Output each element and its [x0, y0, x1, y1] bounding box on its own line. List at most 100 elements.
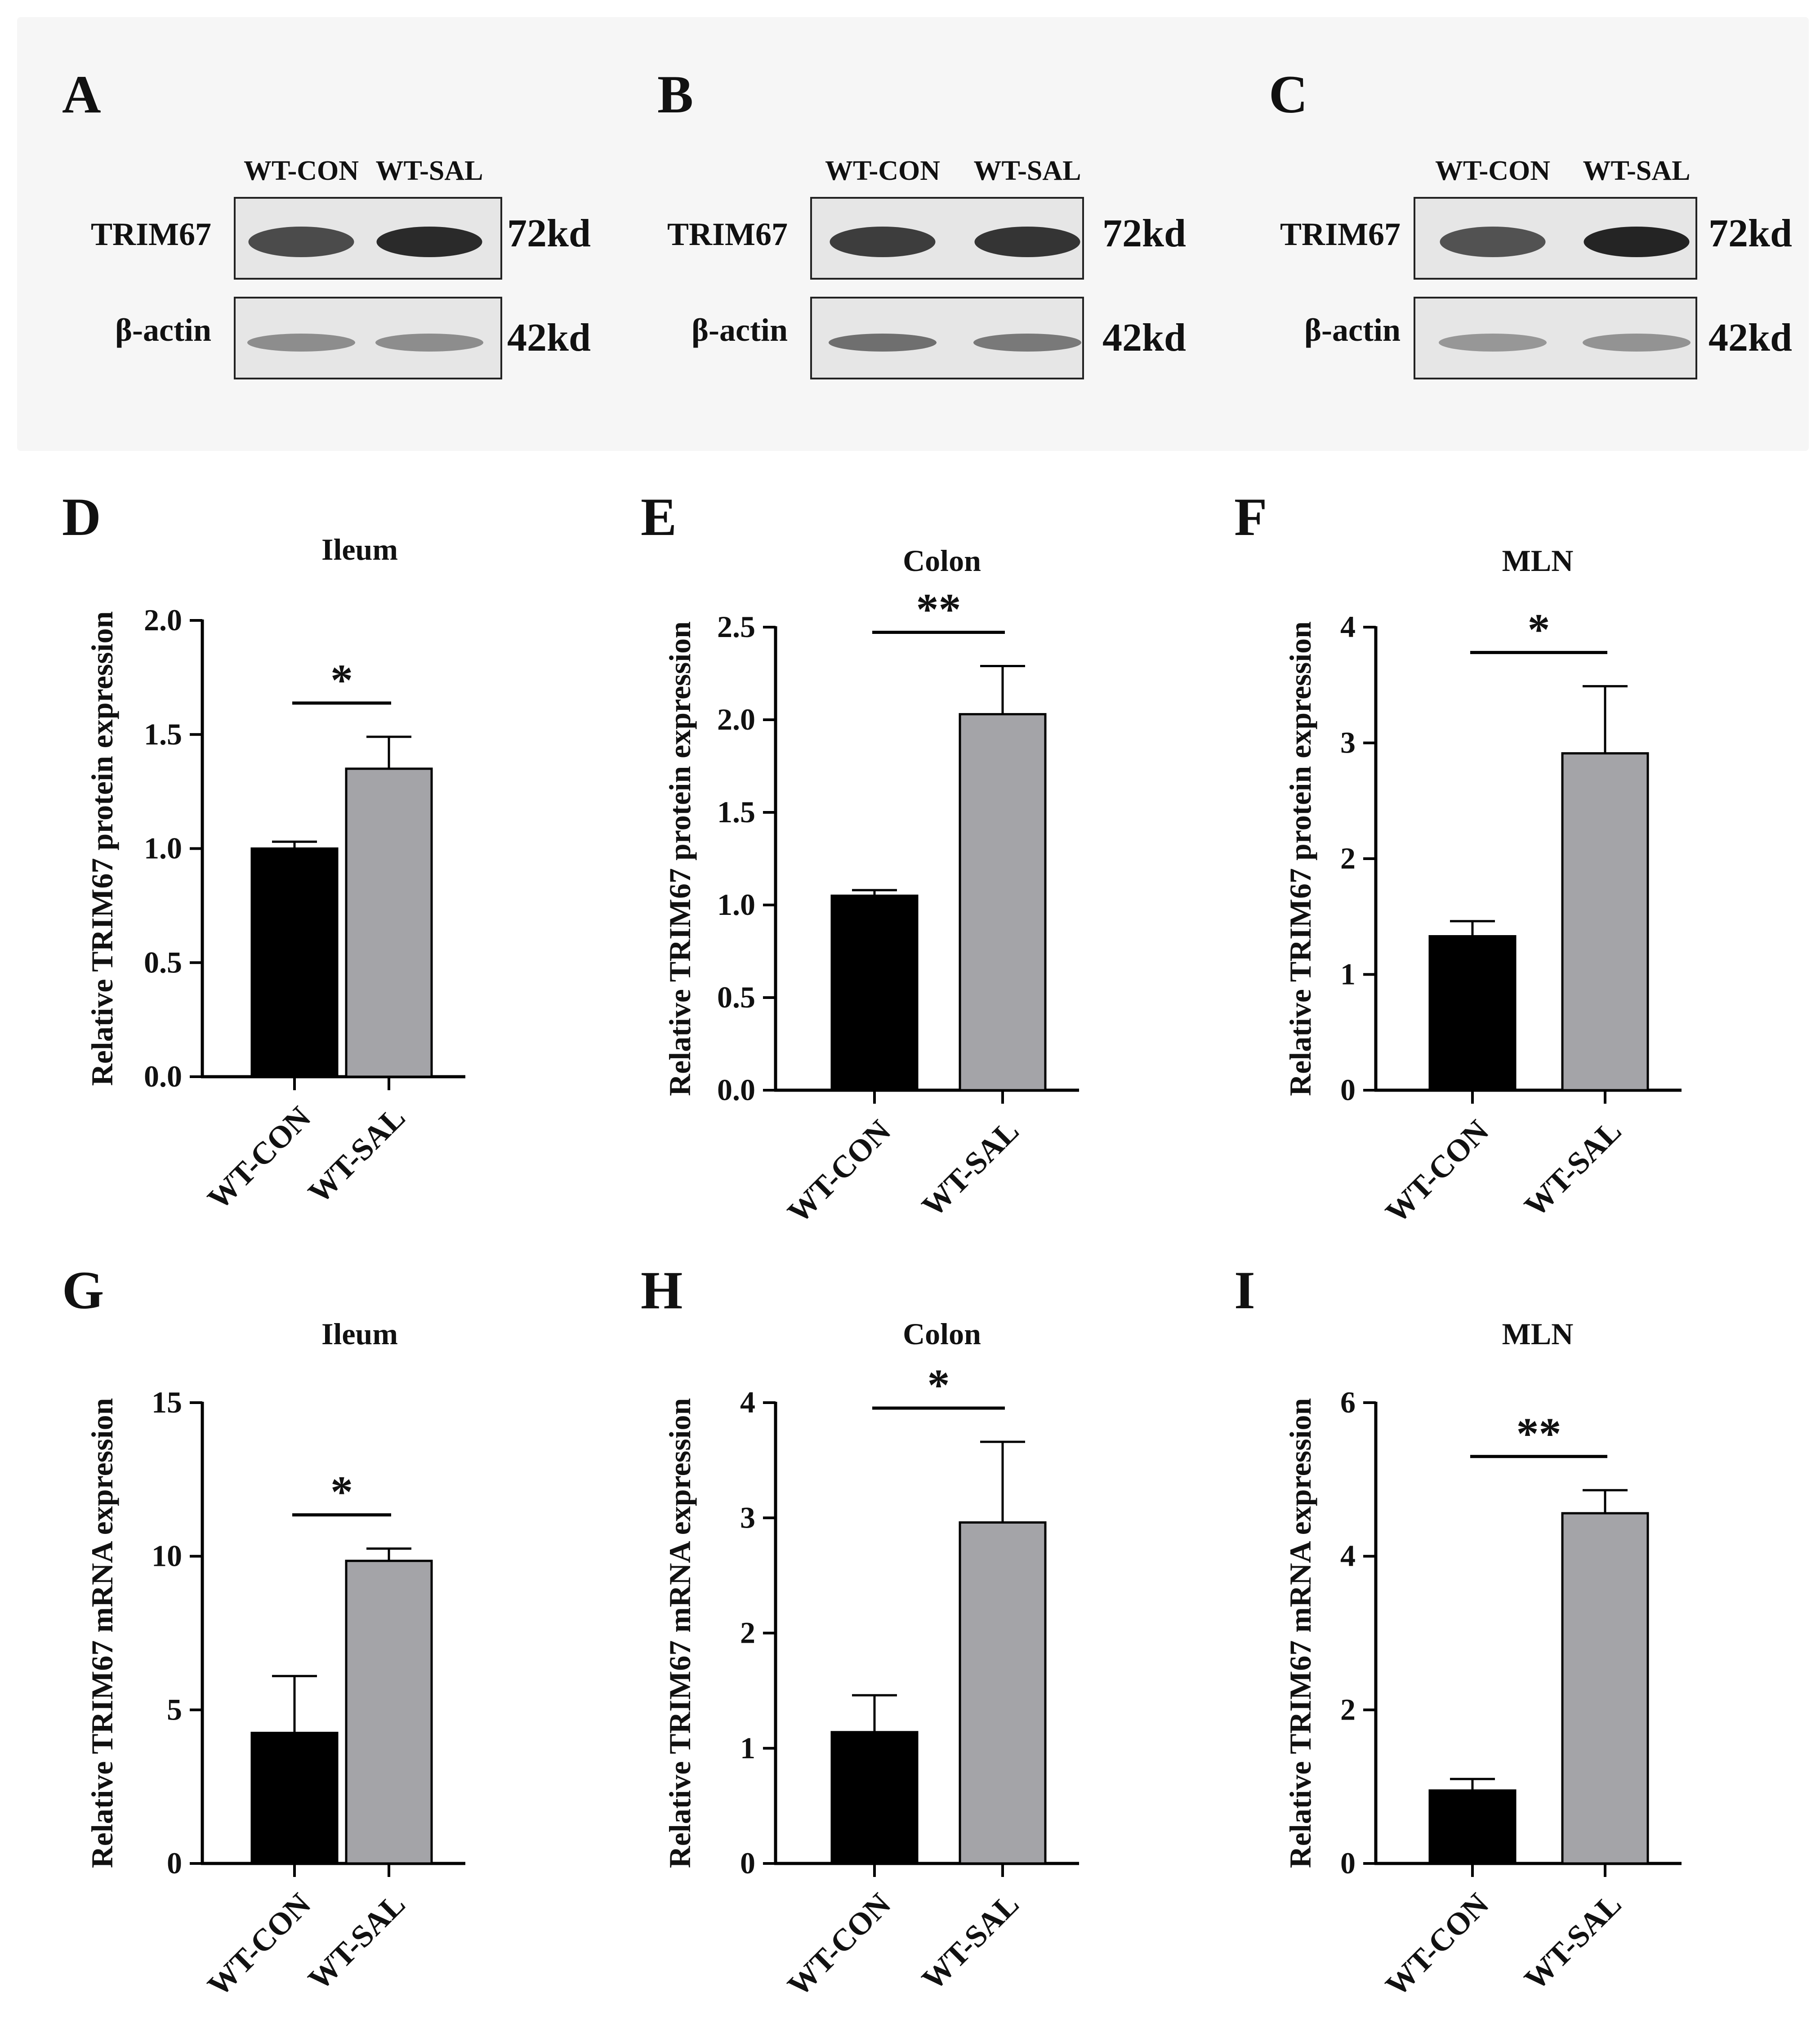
y-tick-label: 4 [1340, 1539, 1356, 1573]
panel-letter: G [62, 1260, 104, 1320]
protein-label: TRIM67 [91, 216, 211, 252]
chart-title: Ileum [321, 532, 398, 566]
bar-WT-SAL [345, 767, 433, 1078]
y-axis-label: Relative TRIM67 protein expression [1283, 621, 1317, 1096]
panel-letter: I [1234, 1260, 1255, 1320]
panel-letter: A [62, 64, 101, 124]
bar-WT-SAL [959, 1521, 1047, 1865]
y-tick-label: 10 [152, 1539, 182, 1573]
band [973, 334, 1081, 352]
panel-letter: B [657, 64, 693, 124]
y-tick-label: 6 [1340, 1385, 1356, 1419]
band [1439, 334, 1547, 352]
panel-letter: C [1269, 64, 1308, 124]
x-tick-label: WT-CON [781, 1114, 897, 1230]
y-tick-label: 0.5 [717, 980, 755, 1014]
bar-WT-CON [830, 894, 919, 1092]
chart-D: D Ileum Relative TRIM67 protein expression… [62, 487, 465, 1217]
chart-F: F MLN Relative TRIM67 protein expression 0 1… [1234, 487, 1682, 1230]
protein-label: β-actin [115, 312, 211, 348]
y-axis-label: Relative TRIM67 protein expression [85, 611, 119, 1086]
blot-C: C WT-CON WT-SAL TRIM67 72kd β-actin 42kd [1269, 64, 1792, 379]
band [1583, 334, 1691, 352]
x-tick-label: WT-CON [1379, 1887, 1495, 2003]
molecular-weight-label: 42kd [1102, 316, 1186, 360]
molecular-weight-label: 72kd [1708, 212, 1792, 255]
band [248, 227, 354, 257]
y-tick-label: 5 [167, 1692, 182, 1726]
lane-label: WT-CON [825, 156, 940, 186]
y-tick-label: 0.0 [144, 1059, 182, 1093]
band [247, 334, 355, 352]
band [830, 227, 936, 257]
x-tick-label: WT-CON [201, 1100, 317, 1217]
bar-WT-CON [830, 1731, 919, 1865]
x-tick-label: WT-CON [781, 1887, 897, 2003]
chart-I: I MLN Relative TRIM67 mRNA expression 0 2 4 6 W… [1234, 1260, 1682, 2003]
bar-WT-SAL [959, 713, 1047, 1092]
x-tick-label: WT-SAL [1518, 1114, 1628, 1224]
x-tick-label: WT-SAL [915, 1114, 1026, 1224]
x-tick-label: WT-SAL [915, 1887, 1026, 1997]
y-tick-label: 2 [1340, 1692, 1356, 1726]
chart-title: MLN [1502, 1317, 1574, 1351]
blot-B: B WT-CON WT-SAL TRIM67 72kd β-actin 42kd [657, 64, 1186, 379]
y-tick-label: 2.0 [717, 702, 755, 736]
y-tick-label: 15 [152, 1385, 182, 1419]
western-blots: A WT-CON WT-SAL TRIM67 72kd β-actin 42kd B WT-CO… [62, 64, 1792, 379]
y-tick-label: 0 [740, 1846, 755, 1880]
x-tick-label: WT-SAL [302, 1100, 412, 1210]
band [376, 227, 482, 257]
protein-label: TRIM67 [1280, 216, 1401, 252]
bar-WT-SAL [345, 1560, 433, 1865]
x-tick-label: WT-SAL [302, 1887, 412, 1997]
y-tick-label: 1 [1340, 957, 1356, 991]
y-tick-label: 1.0 [144, 831, 182, 865]
chart-E: E Colon Relative TRIM67 protein expression… [641, 487, 1079, 1230]
x-tick-label: WT-CON [201, 1887, 317, 2003]
bar-WT-CON [250, 1732, 339, 1865]
significance-marker: ** [916, 584, 961, 634]
protein-label: β-actin [1304, 312, 1401, 348]
x-tick-label: WT-SAL [1518, 1887, 1628, 1997]
y-tick-label: 0.5 [144, 945, 182, 979]
significance-marker: * [330, 655, 353, 705]
band [1584, 227, 1690, 257]
chart-title: Colon [903, 544, 981, 578]
bar-WT-SAL [1561, 752, 1649, 1092]
y-axis-label: Relative TRIM67 mRNA expression [85, 1398, 119, 1868]
y-tick-label: 3 [740, 1500, 755, 1534]
chart-title: Colon [903, 1317, 981, 1351]
y-axis-label: Relative TRIM67 mRNA expression [1283, 1398, 1317, 1868]
protein-label: TRIM67 [667, 216, 788, 252]
bar-WT-CON [1428, 1789, 1517, 1865]
protein-label: β-actin [691, 312, 788, 348]
chart-title: Ileum [321, 1317, 398, 1351]
band [974, 227, 1080, 257]
x-tick-label: WT-CON [1379, 1114, 1495, 1230]
chart-G: G Ileum Relative TRIM67 mRNA expression 0 5 1… [62, 1260, 465, 2003]
lane-label: WT-CON [244, 156, 359, 186]
y-tick-label: 0 [167, 1846, 182, 1880]
significance-marker: * [330, 1467, 353, 1517]
panel-letter: D [62, 487, 101, 547]
panel-letter: F [1234, 487, 1267, 547]
molecular-weight-label: 42kd [1708, 316, 1792, 360]
lane-label: WT-SAL [376, 156, 483, 186]
y-axis-label: Relative TRIM67 protein expression [663, 621, 697, 1096]
significance-marker: * [1528, 604, 1550, 654]
bar-WT-CON [1428, 935, 1517, 1092]
bar-charts: D Ileum Relative TRIM67 protein expression… [62, 487, 1682, 2003]
y-tick-label: 0 [1340, 1073, 1356, 1107]
y-axis-label: Relative TRIM67 mRNA expression [663, 1398, 697, 1868]
panel-letter: H [641, 1260, 682, 1320]
bar-WT-CON [250, 847, 339, 1078]
molecular-weight-label: 72kd [507, 212, 591, 255]
chart-title: MLN [1502, 544, 1574, 578]
chart-H: H Colon Relative TRIM67 mRNA expression 0 1 2… [641, 1260, 1079, 2003]
lane-label: WT-SAL [974, 156, 1081, 186]
band [829, 334, 937, 352]
y-tick-label: 2 [1340, 841, 1356, 875]
y-tick-label: 1 [740, 1731, 755, 1765]
y-tick-label: 0.0 [717, 1073, 755, 1107]
